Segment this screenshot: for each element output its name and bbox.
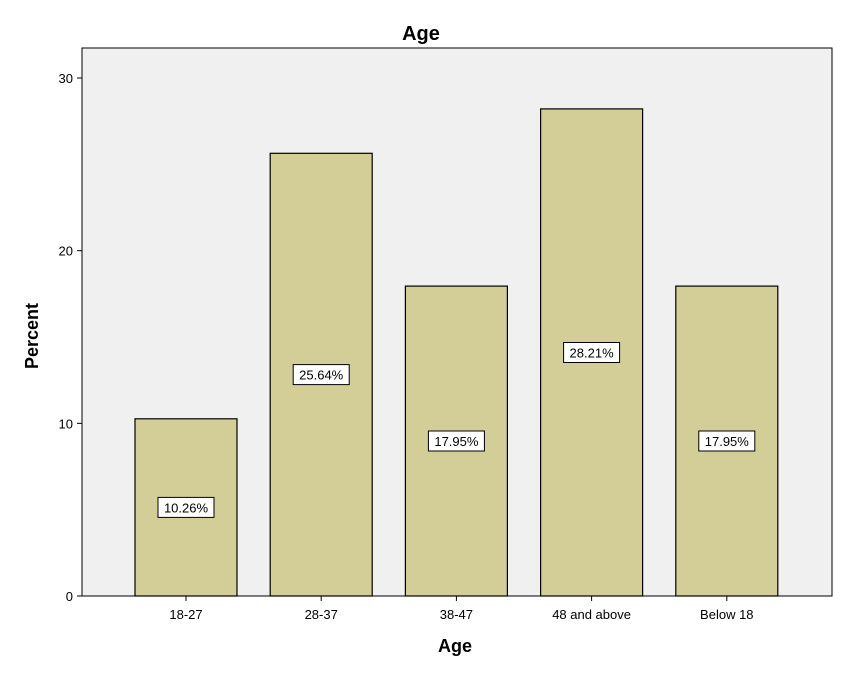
y-tick-label: 10 <box>59 416 73 431</box>
chart-title: Age <box>402 23 440 45</box>
data-label: 28.21% <box>570 346 615 361</box>
x-axis-title: Age <box>438 636 472 656</box>
y-axis-title: Percent <box>22 303 42 369</box>
x-tick-label: 18-27 <box>169 607 202 622</box>
data-label-box <box>427 430 485 452</box>
data-label: 10.26% <box>164 500 209 515</box>
y-axis: 0 10 20 30 <box>59 71 82 604</box>
y-tick-label: 30 <box>59 71 73 86</box>
data-label: 17.95% <box>434 434 479 449</box>
data-label-box <box>563 342 621 363</box>
x-tick-label: 38-47 <box>440 607 473 622</box>
y-tick-label: 20 <box>59 244 73 259</box>
data-label: 25.64% <box>299 368 344 383</box>
x-axis: 18-27 28-37 38-47 48 and above Below 18 <box>169 596 754 622</box>
y-tick-label: 0 <box>66 589 73 604</box>
data-label-box <box>157 496 215 518</box>
data-label: 17.95% <box>705 434 750 449</box>
x-tick-label: Below 18 <box>700 607 753 622</box>
data-labels-layer: 10.26% 25.64% 17.95% 28.21% 17.95% <box>157 342 756 518</box>
data-label-box <box>292 364 350 386</box>
x-tick-label: 28-37 <box>305 607 338 622</box>
x-tick-label: 48 and above <box>552 607 631 622</box>
data-label-box <box>698 430 756 452</box>
